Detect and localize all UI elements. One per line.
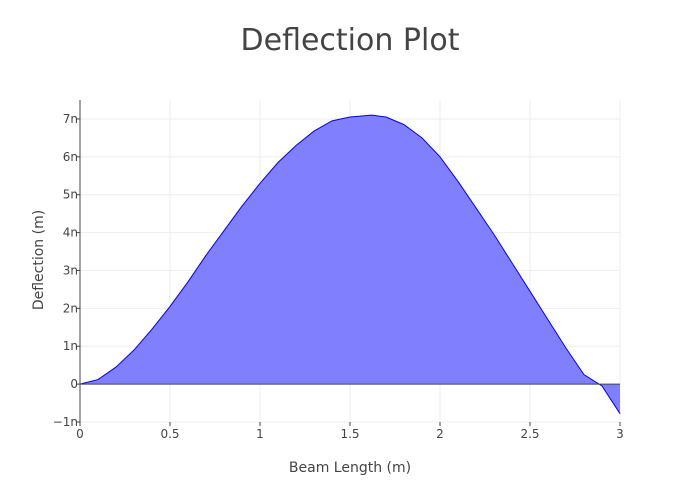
- deflection-area-fill: [80, 115, 620, 414]
- chart-title: Deflection Plot: [241, 23, 460, 58]
- axis-layer: [79, 100, 620, 422]
- y-tick-label: −1n: [53, 415, 78, 429]
- y-tick-label: 2n: [63, 301, 78, 315]
- y-tick-label: 4n: [63, 226, 78, 240]
- area-layer: [79, 114, 621, 414]
- deflection-line: [79, 114, 621, 414]
- x-tick-label: 1: [256, 427, 264, 441]
- x-tick-label: 3: [616, 427, 624, 441]
- y-tick-label: 6n: [63, 150, 78, 164]
- x-axis-title: Beam Length (m): [289, 460, 411, 476]
- y-tick-label: 1n: [63, 339, 78, 353]
- x-tick-label: 2.5: [520, 427, 539, 441]
- x-tick-label: 0: [76, 427, 84, 441]
- y-tick-label: 0: [70, 377, 78, 391]
- y-tick-label: 5n: [63, 188, 78, 202]
- x-tick-label: 2: [436, 427, 444, 441]
- x-tick-label: 0.5: [160, 427, 179, 441]
- y-tick-label: 3n: [63, 263, 78, 277]
- y-axis-title: Deflection (m): [31, 210, 47, 310]
- y-tick-label: 7n: [63, 112, 78, 126]
- x-tick-label: 1.5: [340, 427, 359, 441]
